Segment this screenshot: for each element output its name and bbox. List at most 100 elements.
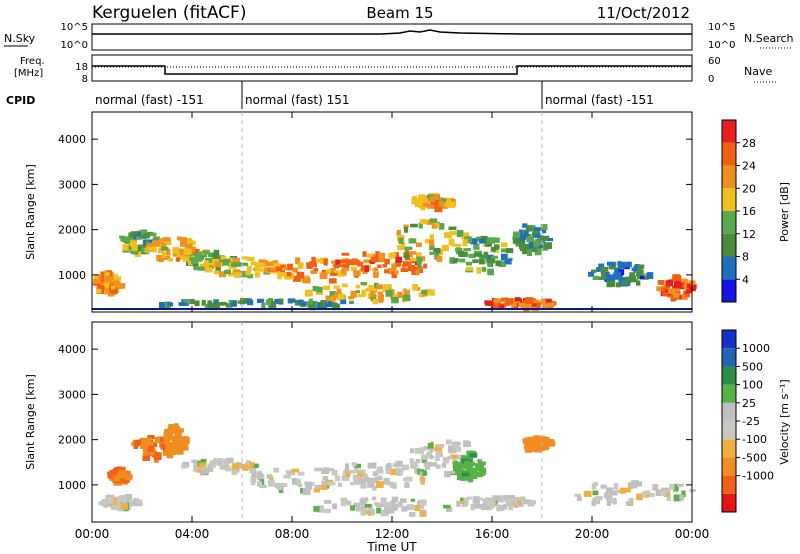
data-cell — [408, 238, 417, 244]
data-cell — [429, 234, 435, 241]
data-cell — [142, 450, 149, 456]
velocity-panel: 1000 2000 3000 4000 Slant Range [km] — [24, 321, 696, 523]
colorbar-tick-label: 1000 — [742, 342, 770, 355]
data-cell — [638, 269, 644, 274]
data-cell — [403, 252, 410, 259]
data-cell — [333, 285, 340, 289]
data-cell — [206, 467, 214, 472]
data-cell — [470, 503, 475, 511]
data-cell — [171, 428, 178, 435]
data-cell — [311, 256, 316, 263]
data-cell — [253, 463, 259, 468]
data-cell — [343, 469, 349, 474]
data-cell — [443, 504, 451, 509]
data-cell — [391, 496, 399, 503]
data-cell — [143, 441, 151, 446]
data-cell — [685, 287, 692, 294]
data-cell — [456, 461, 463, 469]
data-cell — [215, 266, 221, 273]
data-cell — [597, 276, 604, 281]
data-cell — [407, 265, 416, 272]
data-cell — [230, 301, 237, 307]
data-cell — [410, 257, 418, 262]
data-cell — [350, 290, 357, 298]
data-cell — [265, 299, 272, 305]
data-cell — [358, 469, 366, 475]
colorbar-swatch — [722, 439, 736, 458]
data-cell — [370, 256, 379, 263]
data-cell — [378, 298, 384, 303]
x-tick-label: 00:00 — [75, 527, 110, 541]
y-tick-label: 4000 — [58, 343, 86, 356]
data-cell — [307, 482, 313, 490]
data-cell — [213, 270, 220, 275]
data-cell — [595, 496, 603, 501]
date-title: 11/Oct/2012 — [597, 4, 690, 22]
data-cell — [628, 275, 637, 281]
data-cell — [304, 289, 311, 297]
data-cell — [371, 288, 378, 293]
data-cell — [501, 297, 509, 301]
data-cell — [531, 303, 540, 311]
data-cell — [295, 257, 301, 265]
data-cell — [461, 472, 470, 477]
data-cell — [459, 469, 465, 476]
data-cell — [360, 497, 369, 502]
data-cell — [533, 441, 541, 448]
data-cell — [111, 285, 116, 290]
data-cell — [492, 303, 500, 310]
data-cell — [182, 299, 189, 304]
data-cell — [181, 464, 188, 469]
data-cell — [207, 464, 215, 468]
data-cell — [166, 451, 174, 459]
data-cell — [535, 302, 541, 308]
data-cell — [529, 298, 537, 305]
data-cell — [378, 252, 386, 259]
data-cell — [522, 223, 528, 228]
data-cell — [475, 237, 481, 242]
data-cell — [363, 477, 370, 483]
data-cell — [306, 262, 313, 269]
data-cell — [404, 483, 410, 489]
data-cell — [179, 249, 185, 256]
data-cell — [490, 502, 495, 509]
data-cell — [164, 440, 170, 445]
data-cell — [407, 261, 412, 266]
data-cell — [370, 508, 375, 515]
colorbar-tick-label: 500 — [742, 360, 763, 373]
data-cell — [393, 270, 399, 275]
station-title: Kerguelen (fitACF) — [92, 3, 246, 23]
data-cell — [490, 247, 496, 252]
data-cell — [420, 204, 426, 211]
data-cell — [276, 483, 283, 491]
data-cell — [350, 482, 356, 486]
data-cell — [534, 227, 541, 232]
data-cell — [228, 259, 233, 265]
data-cell — [429, 462, 438, 467]
data-cell — [444, 232, 452, 239]
data-cell — [441, 244, 449, 252]
data-cell — [315, 302, 324, 309]
data-cell — [390, 482, 397, 489]
data-cell — [545, 437, 550, 444]
data-cell — [115, 499, 121, 506]
colorbar-swatch — [722, 233, 736, 257]
data-cell — [377, 291, 383, 299]
data-cell — [219, 301, 227, 306]
data-cell — [593, 499, 599, 504]
y-tick-label: 2000 — [58, 434, 86, 447]
data-cell — [455, 470, 460, 475]
data-cell — [167, 302, 174, 307]
cpid-panel: CPID normal (fast) -151 normal (fast) 151… — [6, 80, 692, 109]
data-cell — [546, 302, 554, 308]
data-cell — [310, 270, 318, 274]
data-cell — [610, 280, 616, 287]
data-cell — [418, 194, 426, 200]
colorbar-tick-label: -25 — [742, 415, 760, 428]
data-cell — [164, 429, 171, 433]
data-cell — [468, 253, 476, 259]
data-cell — [301, 276, 306, 283]
data-cell — [174, 430, 182, 434]
data-cell — [142, 455, 151, 461]
data-cell — [483, 251, 489, 259]
